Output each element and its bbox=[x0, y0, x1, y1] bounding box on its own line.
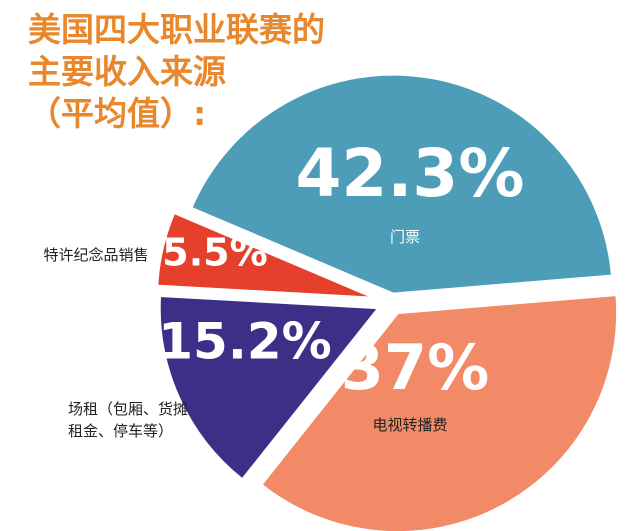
chart-title: （平均值）: bbox=[28, 94, 207, 133]
category-label: 门票 bbox=[389, 228, 420, 246]
pie-slice bbox=[188, 72, 615, 296]
value-label: 15.2% bbox=[158, 313, 331, 371]
category-label: 特许纪念品销售 bbox=[43, 246, 149, 264]
chart-title: 美国四大职业联赛的 bbox=[28, 10, 325, 49]
value-label: 42.3% bbox=[296, 135, 525, 212]
pie-slice bbox=[258, 292, 620, 531]
category-label: 电视转播费 bbox=[372, 416, 448, 434]
pie-slice bbox=[157, 293, 383, 483]
value-label: 37% bbox=[341, 331, 489, 404]
category-label: 场租（包厢、货摊租金、停车等） bbox=[68, 400, 189, 440]
chart-title: 主要收入来源 bbox=[28, 52, 226, 91]
value-label: 5.5% bbox=[162, 231, 267, 275]
pie-slice bbox=[155, 210, 378, 300]
